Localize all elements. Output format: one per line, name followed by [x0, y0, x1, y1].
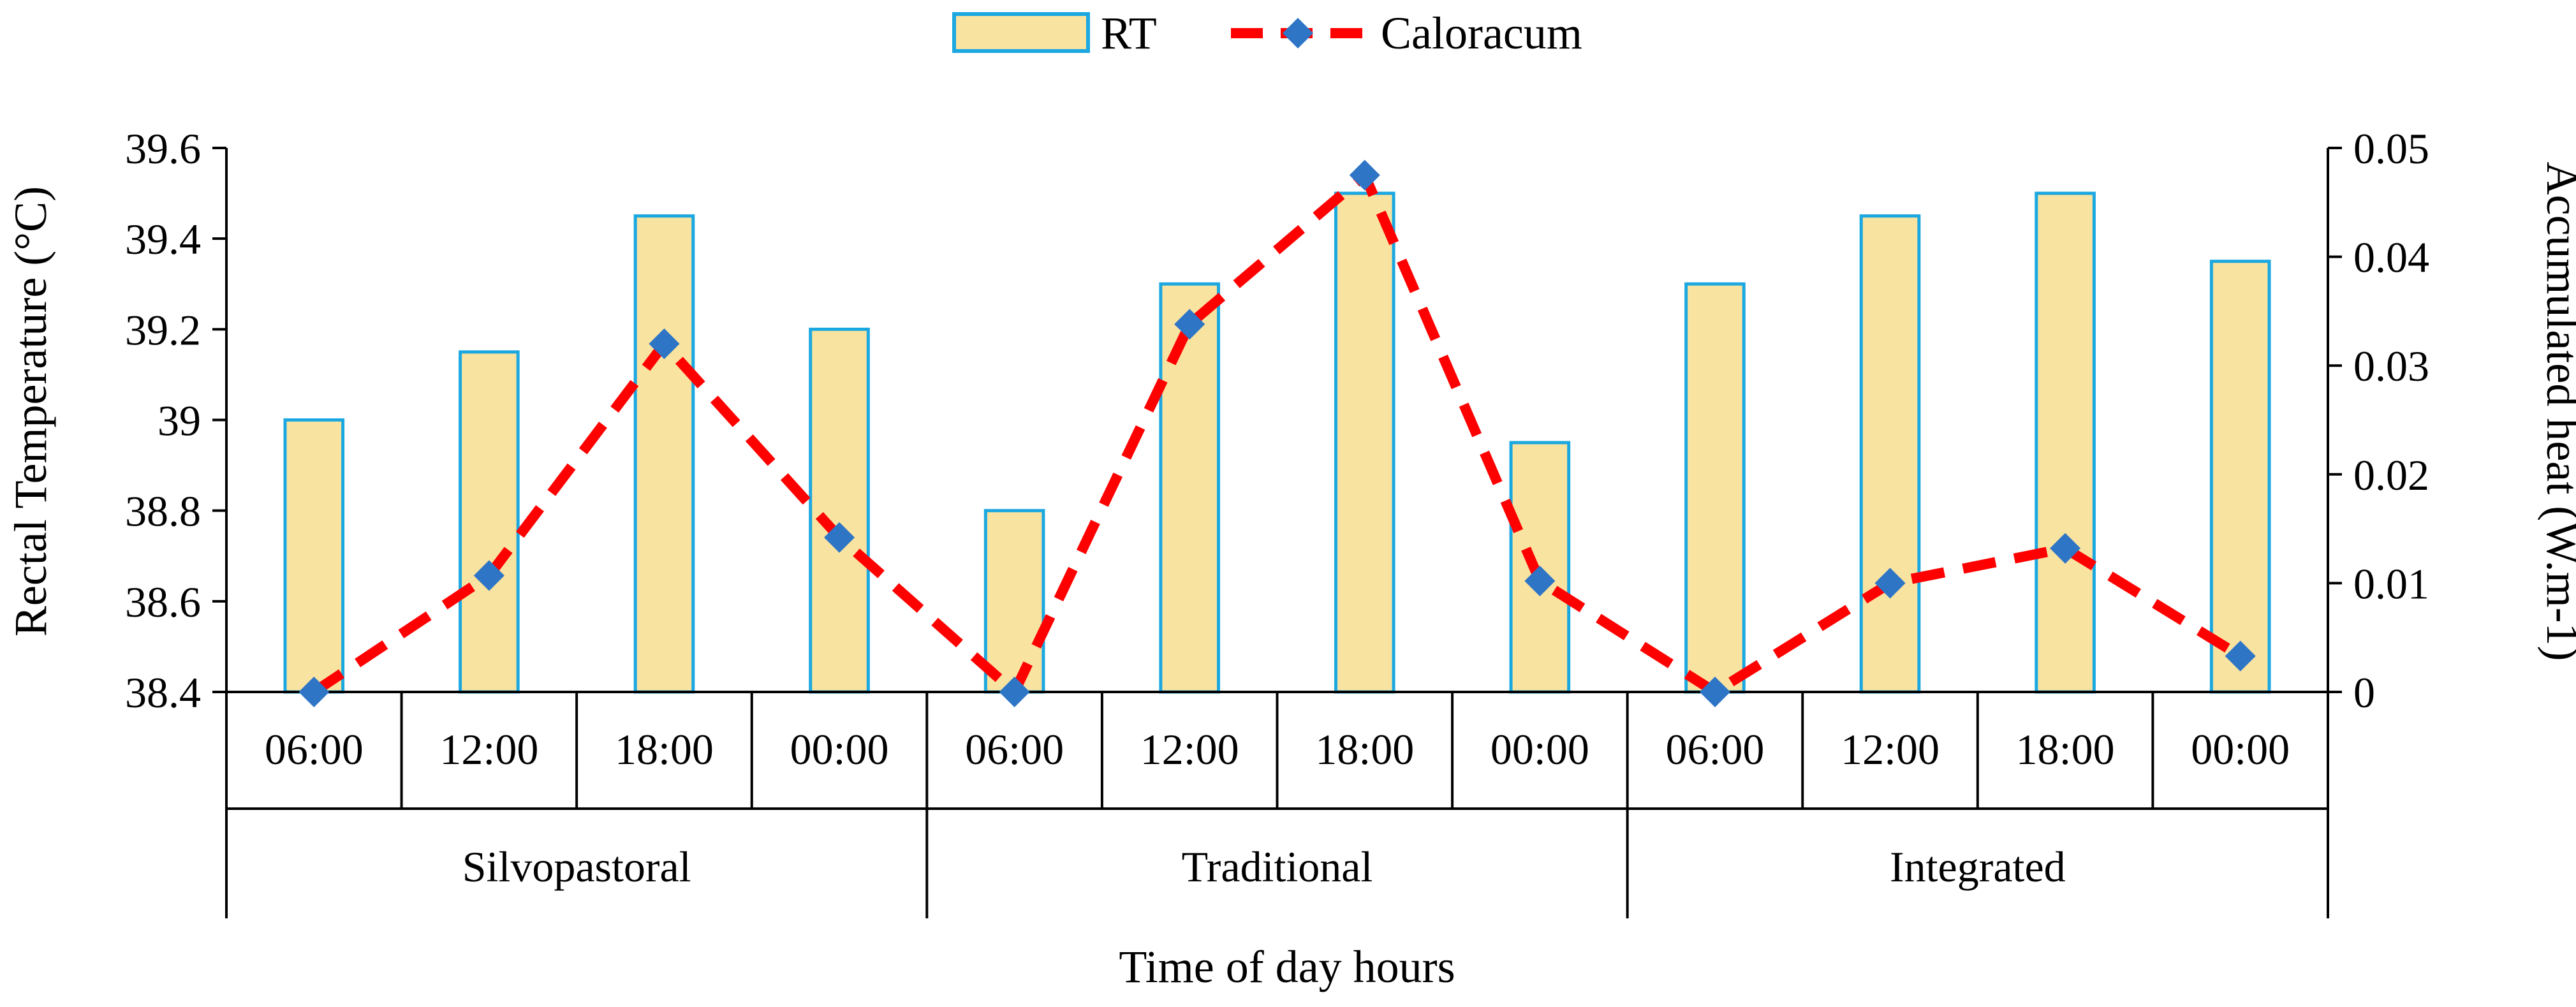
y-tick-label: 39.4: [125, 215, 201, 263]
x-tick-label: 18:00: [1315, 725, 1414, 774]
caloracum-marker: [473, 560, 504, 591]
x-tick-label: 12:00: [1841, 725, 1939, 774]
x-tick-label: 06:00: [965, 725, 1064, 774]
legend: RT Caloracum: [952, 8, 1582, 59]
bar-rt: [633, 214, 695, 694]
caloracum-marker: [1349, 159, 1380, 191]
plot-area: 38.4 38.6 38.8 39 39.2 39.4 39.6 0 0.01 0.02 0.03 0…: [125, 124, 2429, 918]
y-tick-label: 38.6: [125, 578, 201, 626]
x-tick-label: 18:00: [2016, 725, 2115, 774]
bar-rt: [809, 327, 870, 694]
bar-rt: [1159, 282, 1221, 694]
x-tick-label: 00:00: [790, 725, 889, 774]
y2-tick-label: 0.03: [2353, 342, 2429, 390]
bar-rt: [1334, 191, 1395, 694]
y2-tick-label: 0: [2353, 668, 2375, 717]
y-tick-label: 39: [158, 397, 201, 445]
caloracum-marker: [1699, 676, 1730, 708]
x-tick-label: 00:00: [1490, 725, 1589, 774]
legend-caloracum-label: Caloracum: [1381, 8, 1582, 59]
y2-axis-title: Accumulated heat (W.m-1): [2537, 161, 2576, 661]
legend-caloracum-marker: [1282, 17, 1314, 49]
y-tick-label: 38.8: [125, 487, 201, 536]
x-tick-label: 18:00: [615, 725, 714, 774]
y-tick-label: 39.6: [125, 124, 201, 173]
x-tick-label: 00:00: [2191, 725, 2290, 774]
legend-rt-label: RT: [1101, 8, 1157, 59]
y-tick-label: 38.4: [125, 668, 201, 717]
x-tick-label: 12:00: [1140, 725, 1239, 774]
y2-tick-label: 0.02: [2353, 451, 2429, 499]
caloracum-marker: [1874, 568, 1906, 599]
group-label: Silvopastoral: [462, 842, 691, 891]
y-tick-label: 39.2: [125, 305, 201, 354]
group-label: Traditional: [1182, 842, 1373, 891]
caloracum-marker: [2225, 640, 2256, 672]
bar-rt: [2035, 191, 2096, 694]
group-label: Integrated: [1890, 842, 2066, 891]
caloracum-line: [311, 170, 2243, 697]
legend-rt-swatch: [952, 12, 1090, 53]
x-axis-title: Time of day hours: [1119, 941, 1455, 992]
y-axis-title: Rectal Temperature (°C): [5, 186, 56, 636]
bar-rt: [1859, 214, 1921, 694]
bar-rt: [2209, 260, 2271, 694]
y2-tick-label: 0.01: [2353, 559, 2429, 608]
y2-tick-label: 0.04: [2353, 233, 2429, 282]
bar-rt: [459, 350, 520, 694]
y2-tick-label: 0.05: [2353, 124, 2429, 173]
caloracum-marker: [1524, 565, 1556, 597]
bar-rt: [983, 509, 1045, 694]
bar-rt: [1684, 282, 1746, 694]
x-tick-label: 12:00: [439, 725, 538, 774]
caloracum-marker: [2050, 533, 2081, 564]
bar-rt: [283, 418, 345, 694]
x-tick-label: 06:00: [1666, 725, 1765, 774]
x-tick-label: 06:00: [265, 725, 364, 774]
